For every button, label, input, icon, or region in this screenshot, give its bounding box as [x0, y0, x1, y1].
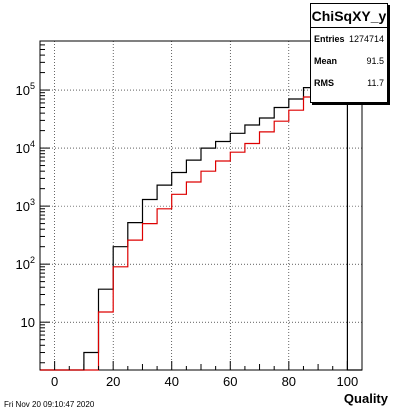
- stats-row-entries: Entries 1274714: [311, 28, 387, 50]
- stats-label-entries: Entries: [314, 34, 345, 44]
- y-tick-label-4: 105: [16, 81, 35, 98]
- stats-value-rms: 11.7: [367, 78, 384, 88]
- x-tick-label-0: 0: [51, 374, 58, 389]
- x-tick-label-2: 40: [164, 374, 178, 389]
- stats-label-rms: RMS: [314, 78, 334, 88]
- y-tick-label-3: 104: [16, 139, 35, 156]
- y-tick-label-0: 10: [21, 315, 35, 330]
- histogram-series-1: [40, 65, 362, 371]
- axes: 0 20 40 60 80 100 10 102 103 104 105: [16, 40, 363, 389]
- x-tick-label-5: 100: [337, 374, 359, 389]
- stats-value-mean: 91.5: [366, 56, 384, 66]
- stats-title: ChiSqXY_y: [311, 4, 387, 28]
- stats-value-entries: 1274714: [348, 34, 384, 44]
- x-tick-label-4: 80: [282, 374, 296, 389]
- y-tick-label-2: 103: [16, 197, 35, 214]
- y-tick-label-1: 102: [16, 255, 35, 272]
- x-tick-label-3: 60: [223, 374, 237, 389]
- plot-frame: [39, 40, 363, 371]
- stats-label-mean: Mean: [314, 56, 338, 66]
- histogram-series-0: [40, 61, 362, 371]
- series-layer: [40, 61, 362, 371]
- x-tick-label-1: 20: [106, 374, 120, 389]
- timestamp: Fri Nov 20 09:10:47 2020: [4, 400, 95, 409]
- stats-row-mean: Mean 91.5: [311, 50, 387, 72]
- x-axis-label: Quality: [343, 391, 388, 406]
- stats-box: ChiSqXY_y Entries 1274714 Mean 91.5 RMS …: [310, 3, 388, 103]
- stats-row-rms: RMS 11.7: [311, 72, 387, 94]
